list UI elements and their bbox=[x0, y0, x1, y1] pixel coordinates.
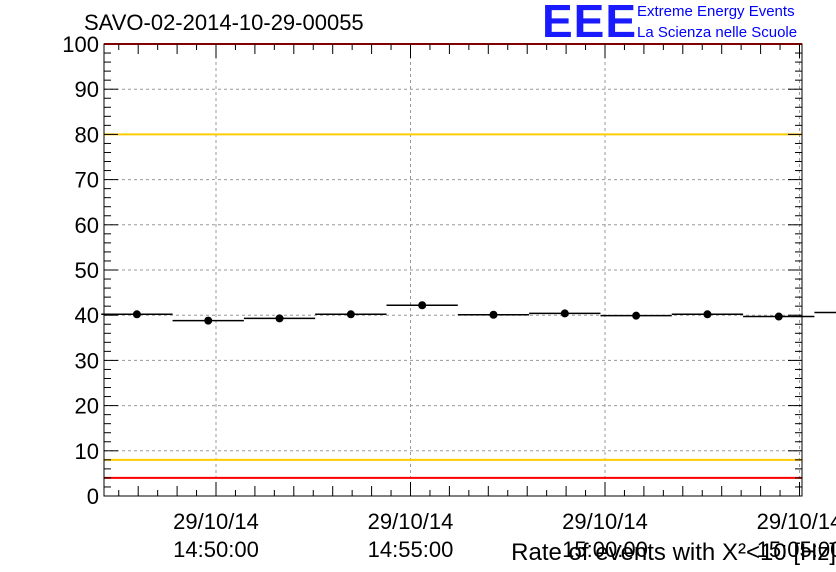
y-tick-label: 80 bbox=[75, 122, 99, 147]
y-tick-label: 30 bbox=[75, 348, 99, 373]
data-point bbox=[275, 314, 284, 323]
y-tick-label: 90 bbox=[75, 77, 99, 102]
x-tick-time: 14:50:00 bbox=[173, 537, 259, 562]
x-axis-label: Rate of events with X²<10 [Hz] bbox=[511, 539, 836, 566]
data-point bbox=[132, 310, 141, 319]
data-point bbox=[346, 310, 355, 319]
axis-ticks bbox=[104, 43, 802, 497]
chart-title: SAVO-02-2014-10-29-00055 bbox=[84, 10, 364, 35]
grid-lines bbox=[104, 44, 802, 496]
data-point bbox=[703, 310, 712, 319]
logo-line-2: La Scienza nelle Scuole bbox=[637, 24, 798, 41]
x-tick-labels: 29/10/14 14:50:00 29/10/14 14:55:00 29/10/14… bbox=[173, 509, 836, 562]
y-tick-label: 70 bbox=[75, 168, 99, 193]
logo-line-1: Extreme Energy Events bbox=[637, 3, 795, 20]
y-tick-label: 40 bbox=[75, 303, 99, 328]
y-tick-label: 50 bbox=[75, 258, 99, 283]
y-tick-label: 60 bbox=[75, 213, 99, 238]
data-point bbox=[418, 301, 427, 310]
x-tick-date: 29/10/14 bbox=[562, 509, 648, 534]
data-point bbox=[774, 312, 783, 321]
y-tick-label: 20 bbox=[75, 394, 99, 419]
eee-logo: EEE Extreme Energy Events La Scienza nel… bbox=[542, 0, 836, 46]
data-point bbox=[204, 316, 213, 325]
logo-mark: EEE bbox=[542, 0, 638, 47]
y-tick-labels: 0 10 20 30 40 50 60 70 80 90 100 bbox=[62, 32, 99, 509]
x-tick-date: 29/10/14 bbox=[173, 509, 259, 534]
y-tick-label: 0 bbox=[87, 484, 99, 509]
y-tick-label: 100 bbox=[62, 32, 99, 57]
data-point bbox=[632, 311, 641, 320]
x-tick-time: 14:55:00 bbox=[368, 537, 454, 562]
reference-lines bbox=[104, 43, 802, 479]
y-tick-label: 10 bbox=[75, 439, 99, 464]
x-tick-date: 29/10/14 bbox=[368, 509, 454, 534]
x-tick-time: 15:05:00 bbox=[757, 537, 836, 562]
plot-frame bbox=[103, 43, 803, 497]
data-point bbox=[560, 309, 569, 318]
x-tick-date: 29/10/14 bbox=[757, 509, 836, 534]
x-tick-time: 15:00:00 bbox=[562, 537, 648, 562]
data-point bbox=[489, 310, 498, 319]
data-points bbox=[101, 301, 836, 325]
